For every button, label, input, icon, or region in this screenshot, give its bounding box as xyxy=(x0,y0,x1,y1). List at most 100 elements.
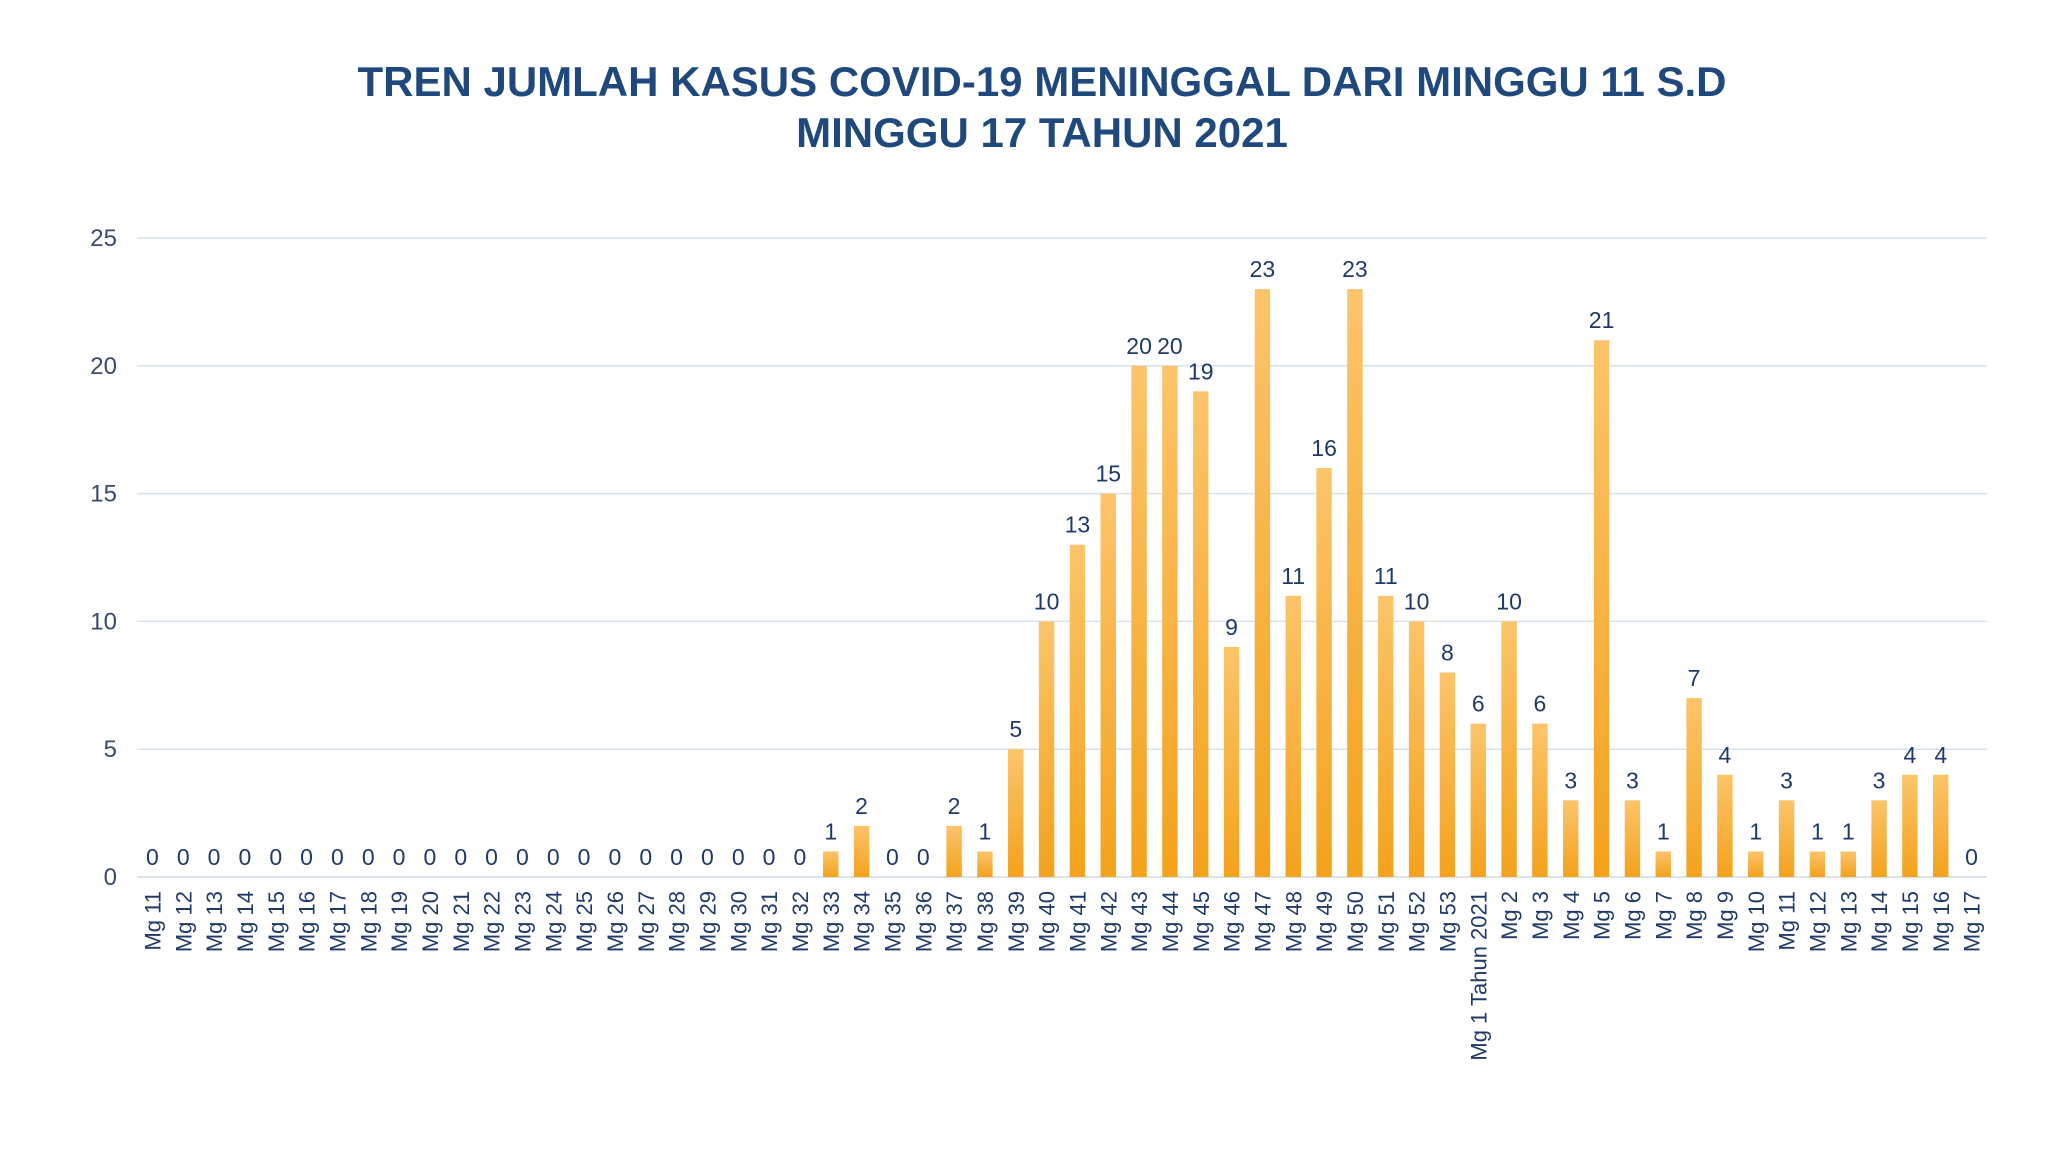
data-label: 0 xyxy=(1965,844,1978,870)
x-tick-label: Mg 12 xyxy=(1805,891,1830,952)
x-tick-label: Mg 17 xyxy=(1960,891,1985,952)
bar xyxy=(1624,800,1641,877)
x-tick-label: Mg 18 xyxy=(356,891,381,952)
bar xyxy=(946,825,962,877)
data-label: 3 xyxy=(1564,767,1577,793)
x-tick-label: Mg 6 xyxy=(1620,891,1645,940)
x-tick-label: Mg 49 xyxy=(1312,891,1337,952)
data-label: 4 xyxy=(1934,742,1947,768)
data-label: 0 xyxy=(639,844,652,870)
data-label: 21 xyxy=(1589,307,1615,333)
bar xyxy=(1008,749,1024,877)
data-label: 0 xyxy=(670,844,683,870)
bar xyxy=(977,851,993,877)
x-tick-label: Mg 13 xyxy=(1836,891,1861,952)
x-tick-label: Mg 52 xyxy=(1405,891,1430,952)
x-tick-label: Mg 30 xyxy=(726,891,751,952)
x-tick-label: Mg 35 xyxy=(880,891,905,952)
bar xyxy=(1532,723,1548,877)
x-tick-label: Mg 27 xyxy=(634,891,659,952)
gridlines xyxy=(137,237,1987,878)
data-label: 20 xyxy=(1157,333,1183,359)
bar xyxy=(1809,851,1826,877)
bar xyxy=(1717,774,1733,877)
bar xyxy=(1193,391,1209,877)
x-tick-label: Mg 10 xyxy=(1744,891,1769,952)
x-tick-label: Mg 34 xyxy=(850,891,875,952)
x-tick-label: Mg 46 xyxy=(1220,891,1245,952)
data-label: 0 xyxy=(763,844,776,870)
x-tick-label: Mg 37 xyxy=(942,891,967,952)
bar xyxy=(1593,340,1610,877)
data-label: 23 xyxy=(1342,256,1368,282)
bar xyxy=(853,825,870,877)
x-tick-label: Mg 15 xyxy=(264,891,289,952)
data-label: 19 xyxy=(1188,358,1214,384)
data-label: 1 xyxy=(979,818,992,844)
data-label: 0 xyxy=(208,844,221,870)
data-label: 0 xyxy=(362,844,375,870)
data-label: 0 xyxy=(794,844,807,870)
data-label: 11 xyxy=(1374,563,1398,589)
data-label: 7 xyxy=(1688,665,1701,691)
x-tick-label: Mg 50 xyxy=(1343,891,1368,952)
x-tick-label: Mg 29 xyxy=(695,891,720,952)
y-tick-label: 20 xyxy=(90,353,117,380)
data-label: 11 xyxy=(1281,563,1305,589)
x-tick-label: Mg 16 xyxy=(295,891,320,952)
bar xyxy=(1563,800,1579,877)
data-label: 0 xyxy=(547,844,560,870)
bar xyxy=(1655,851,1671,877)
bar xyxy=(1840,851,1856,877)
x-tick-label: Mg 14 xyxy=(233,891,258,952)
data-label: 10 xyxy=(1404,588,1430,614)
x-tick-label: Mg 41 xyxy=(1065,891,1090,952)
y-tick-label: 0 xyxy=(104,864,117,891)
data-label: 0 xyxy=(917,844,930,870)
x-tick-label: Mg 53 xyxy=(1435,891,1460,952)
chart-title-line-2: MINGGU 17 TAHUN 2021 xyxy=(796,109,1288,156)
x-tick-label: Mg 26 xyxy=(603,891,628,952)
x-tick-label: Mg 3 xyxy=(1528,891,1553,940)
x-tick-label: Mg 51 xyxy=(1374,891,1399,952)
x-tick-label: Mg 15 xyxy=(1898,891,1923,952)
data-label: 16 xyxy=(1311,435,1337,461)
bar xyxy=(1378,595,1394,877)
x-tick-label: Mg 5 xyxy=(1590,891,1615,940)
bar xyxy=(1686,698,1702,877)
y-tick-label: 25 xyxy=(90,225,117,252)
x-tick-label: Mg 11 xyxy=(1775,891,1800,951)
x-tick-label: Mg 44 xyxy=(1158,891,1183,952)
x-tick-label: Mg 43 xyxy=(1127,891,1152,952)
x-tick-label: Mg 23 xyxy=(510,891,535,952)
bar xyxy=(1347,289,1363,877)
data-label: 0 xyxy=(239,844,252,870)
x-tick-label: Mg 14 xyxy=(1867,891,1892,952)
data-label: 1 xyxy=(1811,818,1824,844)
bar xyxy=(1501,621,1517,877)
data-label: 4 xyxy=(1719,742,1732,768)
data-label: 0 xyxy=(146,844,159,870)
x-tick-label: Mg 19 xyxy=(387,891,412,952)
data-label: 0 xyxy=(732,844,745,870)
x-tick-label: Mg 33 xyxy=(819,891,844,952)
bar xyxy=(1316,468,1332,877)
x-tick-label: Mg 42 xyxy=(1096,891,1121,952)
x-tick-label: Mg 40 xyxy=(1035,891,1060,952)
data-label: 0 xyxy=(701,844,714,870)
x-axis-ticks: Mg 11 Mg 12 Mg 13 Mg 14 Mg 15 Mg 16 Mg 17 Mg 18… xyxy=(140,891,1984,1061)
bars xyxy=(823,289,1949,877)
data-label: 6 xyxy=(1534,691,1547,717)
data-label: 4 xyxy=(1904,742,1917,768)
data-label: 5 xyxy=(1009,716,1022,742)
bar xyxy=(1778,800,1795,877)
data-label: 8 xyxy=(1441,640,1454,666)
x-tick-label: Mg 12 xyxy=(171,891,196,952)
data-label: 0 xyxy=(424,844,437,870)
data-label: 10 xyxy=(1034,588,1060,614)
y-tick-label: 15 xyxy=(90,481,117,508)
x-tick-label: Mg 47 xyxy=(1250,891,1275,952)
data-label: 0 xyxy=(454,844,467,870)
